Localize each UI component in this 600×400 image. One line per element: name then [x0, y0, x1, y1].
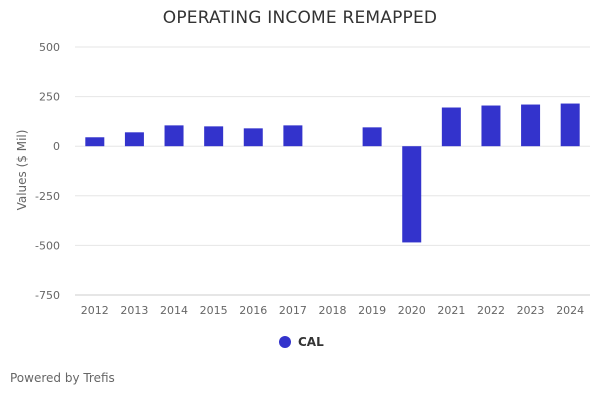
bar-2021[interactable] [441, 107, 461, 147]
bar-2024[interactable] [560, 103, 580, 147]
x-tick-label: 2022 [477, 304, 505, 317]
bar-2023[interactable] [521, 104, 541, 147]
legend-marker-icon [279, 336, 291, 348]
x-tick-label: 2015 [200, 304, 228, 317]
x-tick-label: 2017 [279, 304, 307, 317]
y-tick-label: -250 [35, 190, 60, 203]
grid-lines [75, 46, 590, 296]
bar-2016[interactable] [243, 128, 263, 147]
y-tick-label: -500 [35, 239, 60, 252]
bar-2019[interactable] [362, 127, 382, 147]
bar-2015[interactable] [204, 126, 224, 147]
bar-2012[interactable] [85, 137, 105, 147]
y-tick-label: -750 [35, 289, 60, 302]
y-tick-label: 0 [53, 140, 60, 153]
legend[interactable]: CAL [279, 335, 324, 349]
x-tick-label: 2012 [81, 304, 109, 317]
legend-label: CAL [298, 335, 324, 349]
bar-series [85, 103, 580, 243]
chart-title: OPERATING INCOME REMAPPED [162, 8, 438, 28]
x-tick-label: 2021 [437, 304, 465, 317]
x-tick-label: 2016 [239, 304, 267, 317]
x-tick-label: 2023 [517, 304, 545, 317]
credits-link[interactable]: Powered by Trefis [10, 371, 115, 385]
y-tick-label: 250 [39, 91, 60, 104]
x-tick-label: 2019 [358, 304, 386, 317]
x-tick-label: 2020 [398, 304, 426, 317]
x-tick-label: 2014 [160, 304, 188, 317]
x-tick-label: 2024 [556, 304, 584, 317]
bar-2022[interactable] [481, 105, 501, 147]
y-axis-label: Values ($ Mil) [15, 129, 29, 211]
bar-2017[interactable] [283, 125, 303, 147]
x-tick-label: 2018 [319, 304, 347, 317]
axis-labels: 500 250 0 -250 -500 -750 2012 2013 2014 2015 2016 2… [35, 41, 584, 317]
x-tick-label: 2013 [120, 304, 148, 317]
y-tick-label: 500 [39, 41, 60, 54]
bar-2013[interactable] [124, 132, 144, 147]
bar-2020[interactable] [402, 146, 422, 243]
bar-2014[interactable] [164, 125, 184, 147]
